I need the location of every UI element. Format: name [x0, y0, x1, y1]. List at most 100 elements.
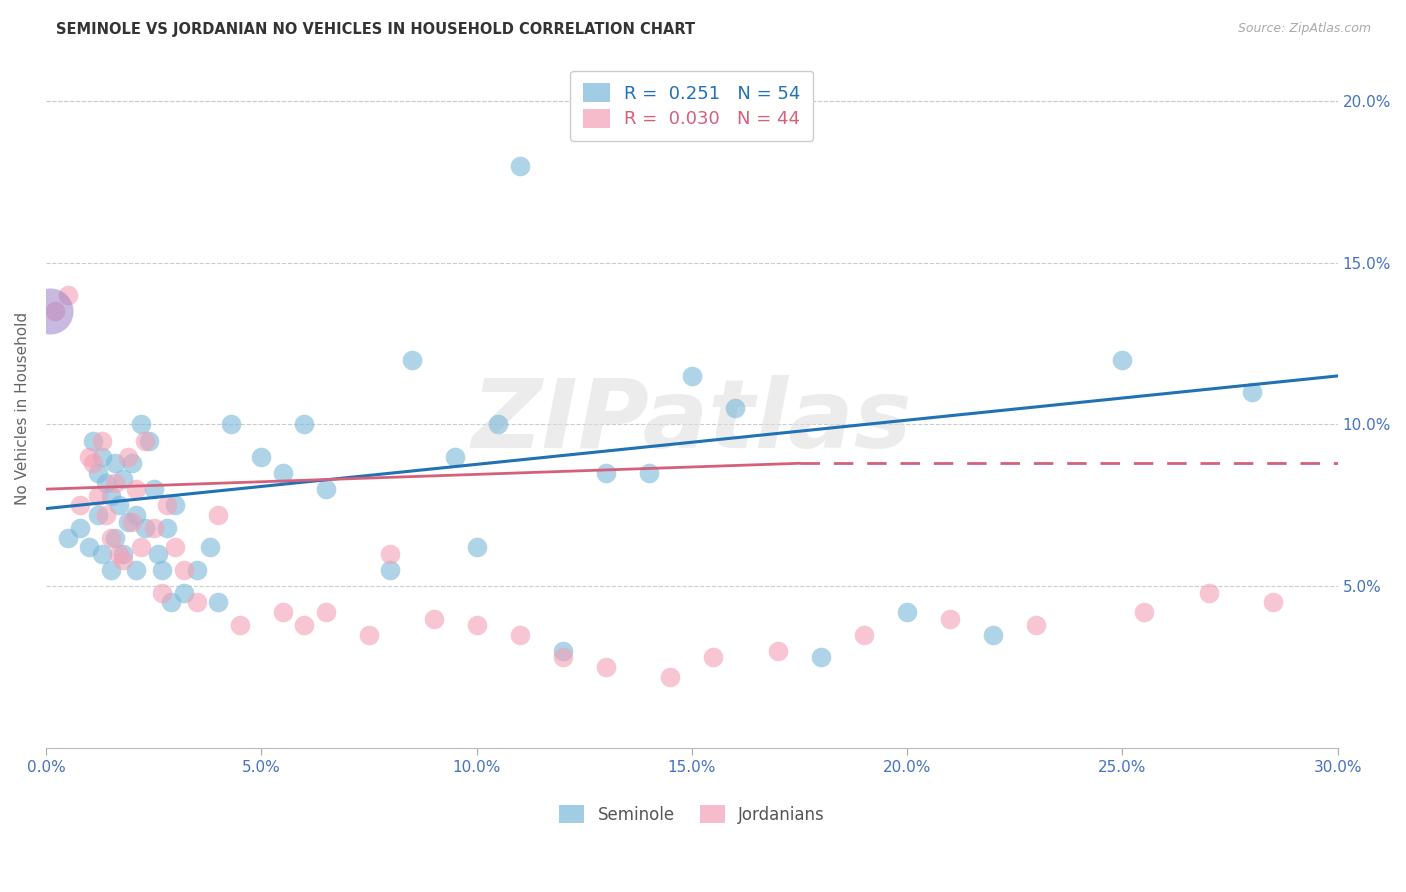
Point	[121, 456, 143, 470]
Point	[134, 434, 156, 448]
Point	[150, 585, 173, 599]
Legend: Seminole, Jordanians: Seminole, Jordanians	[551, 797, 832, 832]
Point	[82, 456, 104, 470]
Point	[142, 521, 165, 535]
Point	[86, 489, 108, 503]
Point	[551, 644, 574, 658]
Point	[1240, 385, 1263, 400]
Point	[659, 670, 682, 684]
Point	[357, 628, 380, 642]
Point	[766, 644, 789, 658]
Point	[129, 541, 152, 555]
Point	[981, 628, 1004, 642]
Point	[125, 563, 148, 577]
Point	[165, 499, 187, 513]
Point	[125, 508, 148, 522]
Y-axis label: No Vehicles in Household: No Vehicles in Household	[15, 311, 30, 505]
Point	[1263, 595, 1285, 609]
Point	[165, 541, 187, 555]
Point	[271, 466, 294, 480]
Point	[444, 450, 467, 464]
Point	[100, 563, 122, 577]
Point	[380, 563, 402, 577]
Text: SEMINOLE VS JORDANIAN NO VEHICLES IN HOUSEHOLD CORRELATION CHART: SEMINOLE VS JORDANIAN NO VEHICLES IN HOU…	[56, 22, 696, 37]
Point	[104, 475, 127, 490]
Point	[173, 585, 195, 599]
Point	[810, 650, 832, 665]
Point	[509, 159, 531, 173]
Point	[1198, 585, 1220, 599]
Point	[91, 547, 114, 561]
Text: ZIPatlas: ZIPatlas	[471, 376, 912, 468]
Point	[939, 611, 962, 625]
Point	[100, 531, 122, 545]
Point	[56, 531, 79, 545]
Point	[198, 541, 221, 555]
Point	[551, 650, 574, 665]
Point	[1025, 618, 1047, 632]
Point	[896, 605, 918, 619]
Point	[134, 521, 156, 535]
Point	[702, 650, 724, 665]
Point	[219, 417, 242, 432]
Point	[207, 508, 229, 522]
Point	[186, 595, 208, 609]
Point	[271, 605, 294, 619]
Point	[173, 563, 195, 577]
Point	[91, 450, 114, 464]
Point	[155, 521, 177, 535]
Point	[1133, 605, 1156, 619]
Point	[96, 475, 118, 490]
Point	[486, 417, 509, 432]
Point	[108, 547, 131, 561]
Point	[104, 456, 127, 470]
Point	[1111, 352, 1133, 367]
Point	[155, 499, 177, 513]
Point	[681, 368, 703, 383]
Point	[138, 434, 160, 448]
Point	[853, 628, 876, 642]
Point	[724, 401, 747, 416]
Point	[207, 595, 229, 609]
Point	[380, 547, 402, 561]
Point	[96, 508, 118, 522]
Point	[108, 499, 131, 513]
Text: Source: ZipAtlas.com: Source: ZipAtlas.com	[1237, 22, 1371, 36]
Point	[509, 628, 531, 642]
Point	[465, 618, 488, 632]
Point	[69, 521, 91, 535]
Point	[160, 595, 183, 609]
Point	[117, 515, 139, 529]
Point	[117, 450, 139, 464]
Point	[250, 450, 273, 464]
Point	[91, 434, 114, 448]
Point	[150, 563, 173, 577]
Point	[56, 288, 79, 302]
Point	[82, 434, 104, 448]
Point	[77, 450, 100, 464]
Point	[129, 417, 152, 432]
Point	[44, 304, 66, 318]
Point	[229, 618, 252, 632]
Point	[112, 553, 135, 567]
Point	[86, 466, 108, 480]
Point	[112, 473, 135, 487]
Point	[39, 304, 62, 318]
Point	[121, 515, 143, 529]
Point	[595, 660, 617, 674]
Point	[104, 531, 127, 545]
Point	[315, 605, 337, 619]
Point	[100, 489, 122, 503]
Point	[142, 482, 165, 496]
Point	[77, 541, 100, 555]
Point	[465, 541, 488, 555]
Point	[637, 466, 659, 480]
Point	[186, 563, 208, 577]
Point	[401, 352, 423, 367]
Point	[69, 499, 91, 513]
Point	[86, 508, 108, 522]
Point	[595, 466, 617, 480]
Point	[422, 611, 444, 625]
Point	[146, 547, 169, 561]
Point	[112, 547, 135, 561]
